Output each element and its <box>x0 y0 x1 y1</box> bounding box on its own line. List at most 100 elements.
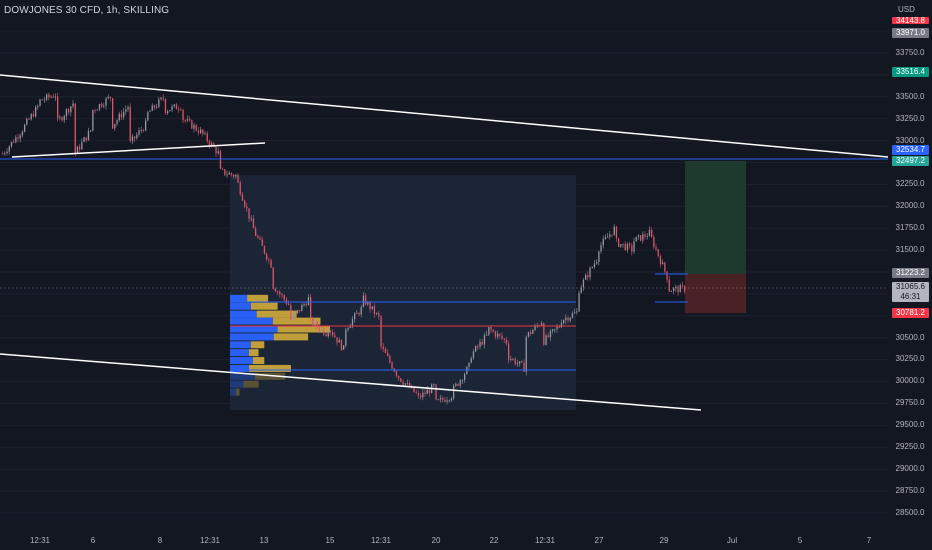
candle-body <box>391 362 393 369</box>
volume-bar-down <box>250 341 265 349</box>
candle-body <box>349 325 351 328</box>
volume-bar-up <box>230 341 251 349</box>
candle-body <box>41 99 43 101</box>
volume-bar-up <box>230 317 273 325</box>
candle-body <box>63 116 65 121</box>
volume-bar-up <box>230 302 251 310</box>
volume-bar-down <box>235 388 240 396</box>
candle-body <box>501 335 503 339</box>
candle-body <box>417 393 420 396</box>
candle-body <box>211 143 213 146</box>
candle-body <box>602 238 604 246</box>
candle-body <box>131 136 134 141</box>
price-chart[interactable] <box>0 0 888 532</box>
candle-body <box>378 313 380 317</box>
time-tick: Jul <box>726 536 738 545</box>
price-tick: 33000.0 <box>895 136 925 145</box>
symbol-title[interactable]: DOWJONES 30 CFD, 1h, SKILLING <box>4 5 170 16</box>
candle-body <box>576 311 578 313</box>
candle-body <box>376 313 378 315</box>
candle-body <box>195 125 197 131</box>
candle-body <box>299 310 301 312</box>
inner-trendline[interactable] <box>11 142 266 158</box>
volume-bar-up <box>230 357 253 365</box>
stop-zone <box>685 274 746 313</box>
time-axis[interactable]: 12:31 6 8 12:31 13 15 12:31 20 22 12:31 … <box>0 532 888 550</box>
candle-body <box>613 226 615 235</box>
candle-body <box>633 241 635 252</box>
lower-trendline[interactable] <box>0 353 702 411</box>
candle-body <box>442 397 444 400</box>
volume-bar-up <box>230 380 244 388</box>
candle-body <box>347 327 349 330</box>
candle-body <box>4 153 6 154</box>
candle-body <box>325 334 327 337</box>
price-tag-stop: 30781.2 <box>892 308 929 318</box>
time-tick: 20 <box>431 536 441 545</box>
candle-body <box>219 151 222 169</box>
candle-body <box>637 235 640 237</box>
candle-body <box>116 120 118 124</box>
candle-body <box>343 345 345 350</box>
candle-body <box>270 259 272 268</box>
candle-body <box>499 333 501 336</box>
candle-body <box>2 153 4 155</box>
candle-body <box>580 287 582 293</box>
candle-body <box>439 397 442 400</box>
candle-body <box>345 329 347 346</box>
candle-body <box>30 114 32 120</box>
candle-body <box>492 330 494 332</box>
upper-trendline[interactable] <box>0 74 888 158</box>
candle-body <box>457 383 459 386</box>
candle-body <box>626 243 629 251</box>
candle-body <box>530 332 532 334</box>
candle-body <box>578 292 580 312</box>
candle-body <box>406 382 409 384</box>
candle-body <box>90 130 92 132</box>
candle-body <box>369 302 371 310</box>
candle-body <box>120 113 123 118</box>
candle-body <box>483 335 486 345</box>
candle-body <box>684 286 686 292</box>
candle-body <box>318 327 321 331</box>
candle-body <box>184 120 186 121</box>
price-axis[interactable]: USD 33750.0 33500.0 33000.0 32250.0 3200… <box>888 0 932 532</box>
candle-body <box>413 386 415 393</box>
candle-body <box>294 312 296 316</box>
candle-body <box>191 120 193 129</box>
candle-body <box>640 235 642 241</box>
candle-body <box>202 129 204 134</box>
candle-body <box>24 124 26 132</box>
candle-body <box>162 97 164 99</box>
volume-bar-up <box>230 310 257 318</box>
candle-body <box>272 267 274 289</box>
candle-body <box>444 399 446 402</box>
candle-body <box>332 332 334 336</box>
candle-body <box>622 243 624 245</box>
candle-body <box>164 98 167 114</box>
candle-body <box>523 362 525 372</box>
candle-body <box>541 323 543 326</box>
candle-body <box>109 96 112 99</box>
candle-body <box>105 98 107 106</box>
time-tick: 8 <box>157 536 163 545</box>
candle-body <box>543 323 545 345</box>
candle-body <box>527 332 530 337</box>
candle-body <box>563 320 565 324</box>
candle-body <box>200 129 202 133</box>
candle-body <box>596 262 598 264</box>
candle-body <box>624 243 626 251</box>
candle-body <box>554 329 556 330</box>
candle-body <box>81 142 83 150</box>
candle-body <box>635 236 637 242</box>
candle-body <box>494 331 497 337</box>
candle-body <box>646 236 648 238</box>
candle-body <box>239 182 241 195</box>
time-tick: 12:31 <box>29 536 51 545</box>
time-tick: 22 <box>489 536 499 545</box>
candle-body <box>631 245 633 252</box>
candle-body <box>32 114 35 117</box>
candle-body <box>598 251 600 263</box>
candle-body <box>450 398 453 401</box>
